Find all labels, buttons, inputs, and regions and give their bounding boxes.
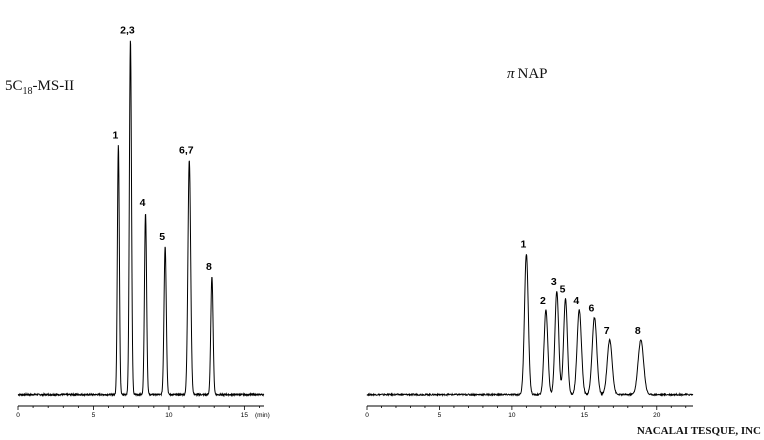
right-tick-label: 5 bbox=[438, 412, 442, 419]
left-peak-label: 8 bbox=[206, 261, 212, 273]
column-name-left: 5C18-MS-II bbox=[5, 78, 74, 97]
left-peak-label: 5 bbox=[159, 231, 165, 243]
right-x-axis: 0 5 10 15 20 bbox=[365, 405, 693, 419]
left-tick-label: 0 bbox=[16, 412, 20, 419]
right-peak-label: 5 bbox=[560, 284, 566, 296]
left-peak-label: 2,3 bbox=[120, 24, 135, 36]
left-peak-label: 1 bbox=[112, 130, 118, 142]
left-peak-label: 4 bbox=[140, 197, 146, 209]
company-credit: NACALAI TESQUE, INC bbox=[637, 425, 761, 437]
left-tick-label: 5 bbox=[92, 412, 96, 419]
right-peak-label: 4 bbox=[573, 295, 579, 307]
right-peak-label: 3 bbox=[551, 276, 557, 288]
right-peak-label: 2 bbox=[540, 295, 546, 307]
column-name-right: π NAP bbox=[507, 66, 548, 82]
left-tick-label: 10 bbox=[165, 412, 173, 419]
left-axis-unit: (min) bbox=[255, 412, 270, 419]
left-x-axis: 0 5 10 15 (min) bbox=[16, 405, 270, 419]
right-tick-label: 20 bbox=[653, 412, 661, 419]
right-tick-label: 0 bbox=[365, 412, 369, 419]
right-peak-label: 6 bbox=[589, 303, 595, 315]
right-tick-label: 10 bbox=[508, 412, 516, 419]
left-tick-label: 15 bbox=[241, 412, 249, 419]
right-tick-label: 15 bbox=[581, 412, 589, 419]
chromatogram-left: 0 5 10 15 (min) 1 2,3 4 5 6,7 8 bbox=[16, 24, 270, 419]
left-peak-labels: 1 2,3 4 5 6,7 8 bbox=[112, 24, 212, 273]
left-trace-line bbox=[17, 40, 265, 398]
right-peak-label: 7 bbox=[604, 325, 610, 337]
right-trace-line bbox=[366, 254, 694, 397]
right-peak-label: 1 bbox=[520, 239, 526, 251]
left-peak-label: 6,7 bbox=[179, 145, 194, 157]
right-peak-label: 8 bbox=[635, 325, 641, 337]
